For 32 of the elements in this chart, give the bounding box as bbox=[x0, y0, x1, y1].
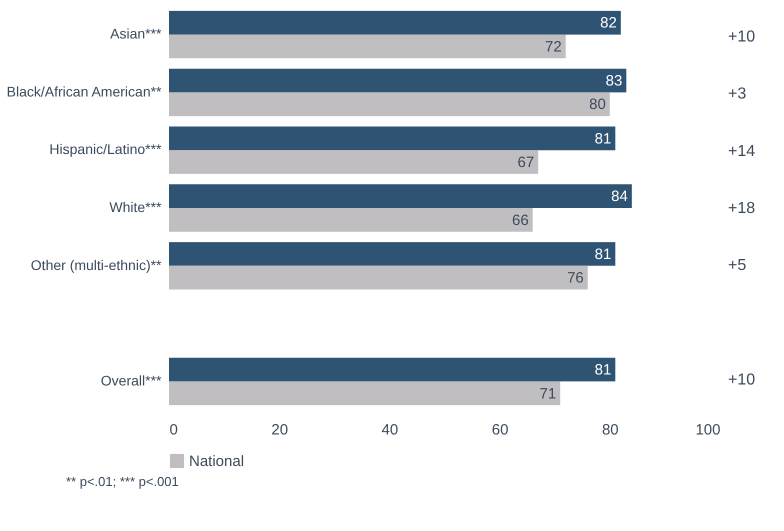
text: +10 bbox=[728, 28, 756, 46]
x-tick-label: 40 bbox=[382, 422, 398, 438]
text: +10 bbox=[728, 371, 756, 388]
data-label: 80 bbox=[589, 96, 606, 114]
x-tick-label: 100 bbox=[695, 422, 720, 438]
data-label: 84 bbox=[611, 188, 628, 206]
data-label: 83 bbox=[606, 72, 622, 90]
x-tick-label: 80 bbox=[602, 422, 619, 438]
text: +5 bbox=[728, 257, 746, 274]
data-label: 71 bbox=[540, 385, 556, 402]
x-tick-label: 20 bbox=[271, 422, 288, 438]
y-tick-label: Hispanic/Latino*** bbox=[49, 141, 162, 158]
legend-label: National bbox=[189, 453, 244, 470]
y-tick-label: White*** bbox=[109, 199, 162, 215]
data-label: 81 bbox=[594, 362, 612, 379]
y-tick-label: Other (multi-ethnic)** bbox=[30, 256, 162, 273]
data-label: 72 bbox=[545, 38, 562, 56]
data-label: 81 bbox=[594, 130, 612, 148]
x-tick-label: 0 bbox=[170, 422, 178, 438]
data-label: 66 bbox=[512, 212, 529, 229]
data-label: 82 bbox=[600, 14, 617, 32]
data-label: 76 bbox=[567, 270, 584, 287]
y-tick-label: Black/African American** bbox=[6, 83, 162, 100]
x-tick-label: 60 bbox=[492, 422, 508, 438]
text: +14 bbox=[728, 142, 756, 160]
text: ** p<.01; *** p<.001 bbox=[66, 474, 180, 489]
data-label: 81 bbox=[594, 246, 612, 263]
y-tick-label: Asian*** bbox=[110, 26, 162, 42]
data-label: 67 bbox=[517, 154, 534, 172]
text: +18 bbox=[728, 200, 756, 217]
text: +3 bbox=[728, 86, 746, 103]
y-tick-label: Overall*** bbox=[100, 372, 162, 388]
